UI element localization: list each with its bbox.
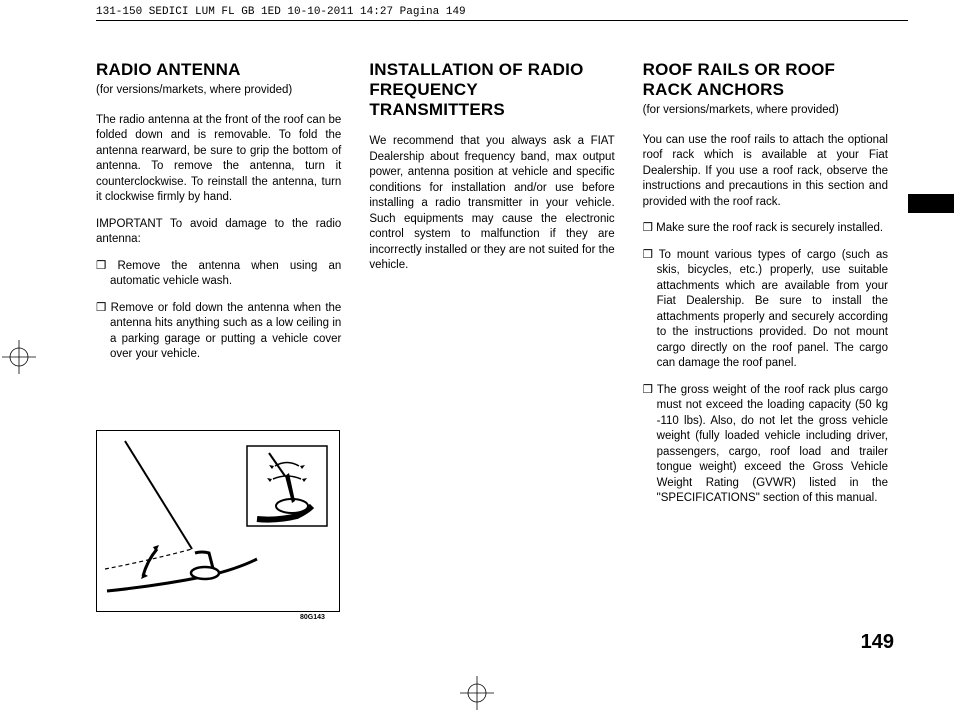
crop-mark-bottom-icon: [460, 676, 494, 710]
crop-mark-left-icon: [2, 340, 36, 374]
header-meta: 131-150 SEDICI LUM FL GB 1ED 10-10-2011 …: [96, 6, 466, 18]
heading-transmitters: INSTALLATION OF RADIO FREQUENCY TRANSMIT…: [369, 60, 614, 120]
paragraph: We recommend that you always ask a FIAT …: [369, 134, 614, 274]
column-roof-rails: ROOF RAILS OR ROOF RACK ANCHORS (for ver…: [643, 60, 888, 518]
list-item: Make sure the roof rack is securely inst…: [643, 221, 888, 237]
list-item: To mount various types of cargo (such as…: [643, 248, 888, 372]
header-rule: [96, 20, 908, 21]
list-item: The gross weight of the roof rack plus c…: [643, 383, 888, 507]
side-tab: [908, 194, 954, 213]
list-item: Remove the antenna when using an automat…: [96, 259, 341, 290]
heading-roof-rails: ROOF RAILS OR ROOF RACK ANCHORS: [643, 60, 888, 100]
column-transmitters: INSTALLATION OF RADIO FREQUENCY TRANSMIT…: [369, 60, 614, 518]
figure-antenna: [96, 430, 340, 612]
paragraph-important: IMPORTANT To avoid damage to the radio a…: [96, 217, 341, 248]
paragraph: The radio antenna at the front of the ro…: [96, 113, 341, 206]
heading-radio-antenna: RADIO ANTENNA: [96, 60, 341, 80]
subtitle-radio-antenna: (for versions/markets, where provided): [96, 83, 341, 99]
subtitle-roof-rails: (for versions/markets, where provided): [643, 103, 888, 119]
antenna-diagram-icon: [97, 431, 339, 611]
figure-label: 80G143: [300, 614, 325, 621]
list-item: Remove or fold down the antenna when the…: [96, 301, 341, 363]
page-number: 149: [861, 631, 894, 654]
paragraph: You can use the roof rails to attach the…: [643, 133, 888, 211]
